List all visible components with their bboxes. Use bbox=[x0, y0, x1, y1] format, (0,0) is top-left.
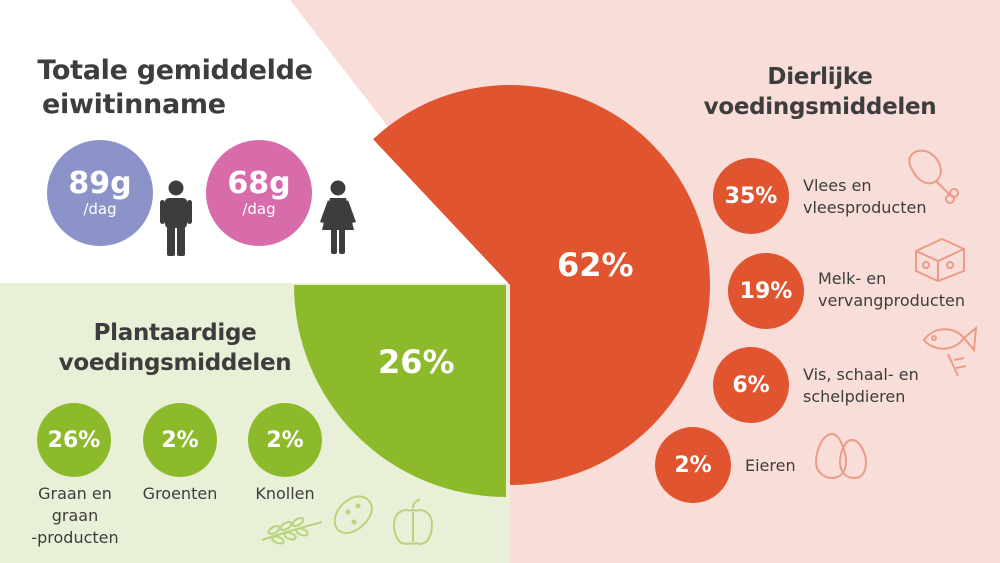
animal-item-0-label-line2: vleesproducten bbox=[803, 198, 927, 217]
plant-item-2-pct: 2% bbox=[266, 427, 304, 453]
animal-item-2-label-line1: Vis, schaal- en bbox=[803, 365, 919, 384]
intake-man-value: 89g bbox=[68, 166, 132, 201]
plant-item-0-label-line1: Graan en bbox=[38, 484, 112, 503]
plant-item-1-pct: 2% bbox=[161, 427, 199, 453]
pie-label-plant: 26% bbox=[378, 343, 455, 381]
page-title-line2: eiwitinname bbox=[42, 89, 226, 120]
animal-title: Dierlijke voedingsmiddelen bbox=[690, 62, 950, 122]
plant-item-2-circle: 2% bbox=[248, 403, 322, 477]
animal-item-1-label-line1: Melk- en bbox=[818, 269, 887, 288]
animal-item-1-label: Melk- en vervangproducten bbox=[818, 268, 965, 312]
plant-item-0-circle: 26% bbox=[37, 403, 111, 477]
plant-title: Plantaardige voedingsmiddelen bbox=[40, 318, 310, 378]
animal-title-line2: voedingsmiddelen bbox=[703, 94, 937, 120]
eggs-icon bbox=[814, 432, 868, 480]
plant-item-1-circle: 2% bbox=[143, 403, 217, 477]
animal-item-0-circle: 35% bbox=[713, 158, 789, 234]
man-icon bbox=[160, 180, 192, 256]
potato-icon bbox=[333, 495, 373, 534]
plant-item-0-label-line3: -producten bbox=[31, 528, 119, 547]
animal-item-3-circle: 2% bbox=[655, 427, 731, 503]
intake-man-circle: 89g /dag bbox=[47, 140, 153, 246]
grain-icon bbox=[261, 517, 323, 545]
pie-chart bbox=[294, 84, 710, 497]
animal-item-3-label-line1: Eieren bbox=[745, 456, 796, 475]
cheese-icon bbox=[915, 237, 965, 283]
animal-item-1-pct: 19% bbox=[739, 278, 793, 304]
animal-item-1-label-line2: vervangproducten bbox=[818, 291, 965, 310]
plant-item-1-label: Groenten bbox=[125, 483, 235, 505]
animal-item-0-pct: 35% bbox=[724, 183, 778, 209]
bell-pepper-icon bbox=[393, 499, 433, 546]
fish-icon bbox=[922, 325, 978, 377]
plant-title-line1: Plantaardige bbox=[93, 320, 257, 346]
plant-item-0-label-line2: graan bbox=[51, 506, 99, 525]
animal-item-0-label-line1: Vlees en bbox=[803, 176, 872, 195]
pie-label-animal: 62% bbox=[557, 246, 634, 284]
page-title: Totale gemiddelde eiwitinname bbox=[30, 54, 320, 122]
animal-item-2-pct: 6% bbox=[732, 372, 770, 398]
plant-item-2-label-line1: Knollen bbox=[255, 484, 315, 503]
animal-item-3-label: Eieren bbox=[745, 455, 796, 477]
animal-item-0-label: Vlees en vleesproducten bbox=[803, 175, 926, 219]
animal-item-2-label: Vis, schaal- en schelpdieren bbox=[803, 364, 919, 408]
animal-title-line1: Dierlijke bbox=[767, 64, 873, 90]
intake-woman-circle: 68g /dag bbox=[206, 140, 312, 246]
plant-item-2-label: Knollen bbox=[230, 483, 340, 505]
pie-slice-animal bbox=[373, 84, 710, 485]
intake-man-unit: /dag bbox=[83, 200, 117, 218]
animal-item-3-pct: 2% bbox=[674, 452, 712, 478]
drumstick-icon bbox=[908, 149, 959, 204]
animal-item-2-label-line2: schelpdieren bbox=[803, 387, 906, 406]
animal-item-2-circle: 6% bbox=[713, 347, 789, 423]
page-title-line1: Totale gemiddelde bbox=[37, 55, 313, 86]
intake-woman-unit: /dag bbox=[242, 200, 276, 218]
plant-item-0-pct: 26% bbox=[47, 427, 101, 453]
plant-item-1-label-line1: Groenten bbox=[142, 484, 218, 503]
pie-slice-plant bbox=[294, 285, 506, 497]
woman-icon bbox=[320, 180, 356, 254]
animal-item-1-circle: 19% bbox=[728, 253, 804, 329]
plant-title-line2: voedingsmiddelen bbox=[58, 350, 292, 376]
plant-item-0-label: Graan en graan -producten bbox=[20, 483, 130, 549]
intake-woman-value: 68g bbox=[227, 166, 291, 201]
